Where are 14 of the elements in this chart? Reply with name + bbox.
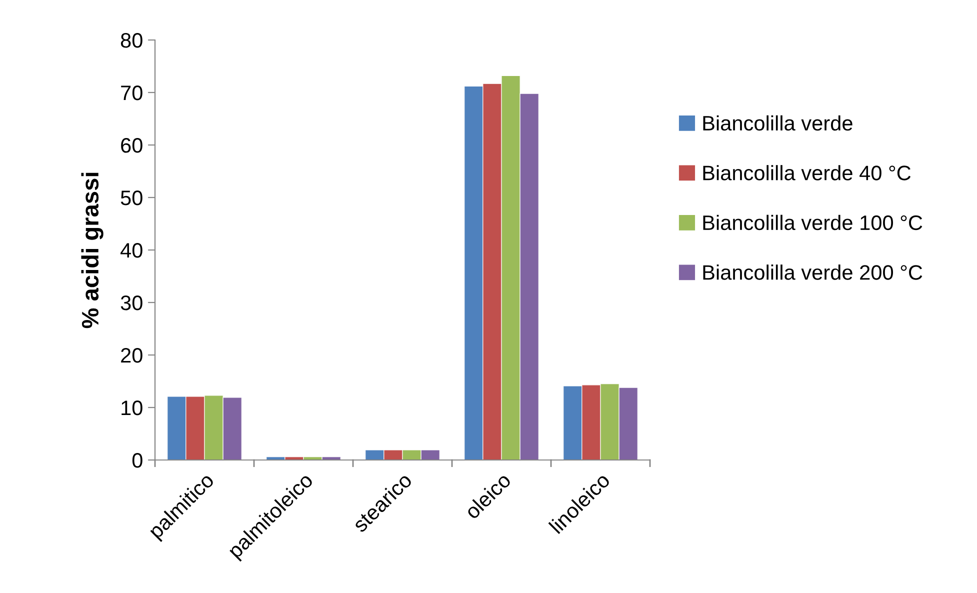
legend-label: Biancolilla verde 40 °C bbox=[703, 165, 911, 180]
y-tick-label: 80 bbox=[120, 33, 142, 48]
y-tick-label: 0 bbox=[132, 453, 142, 468]
y-tick-label: 60 bbox=[121, 138, 142, 153]
legend-label: Biancolilla verde 100 °C bbox=[703, 214, 922, 230]
y-tick-label: 20 bbox=[121, 348, 142, 363]
y-tick-label: 40 bbox=[120, 243, 142, 258]
legend-label: Biancolilla verde bbox=[703, 115, 852, 131]
y-axis-title: % acidi grassi bbox=[81, 172, 104, 328]
y-tick-label: 50 bbox=[120, 190, 142, 206]
y-tick-label: 10 bbox=[122, 400, 142, 416]
y-tick-label: 30 bbox=[120, 296, 142, 310]
legend-label: Biancolilla verde 200 °C bbox=[703, 264, 922, 280]
y-tick-label: 70 bbox=[121, 86, 142, 100]
